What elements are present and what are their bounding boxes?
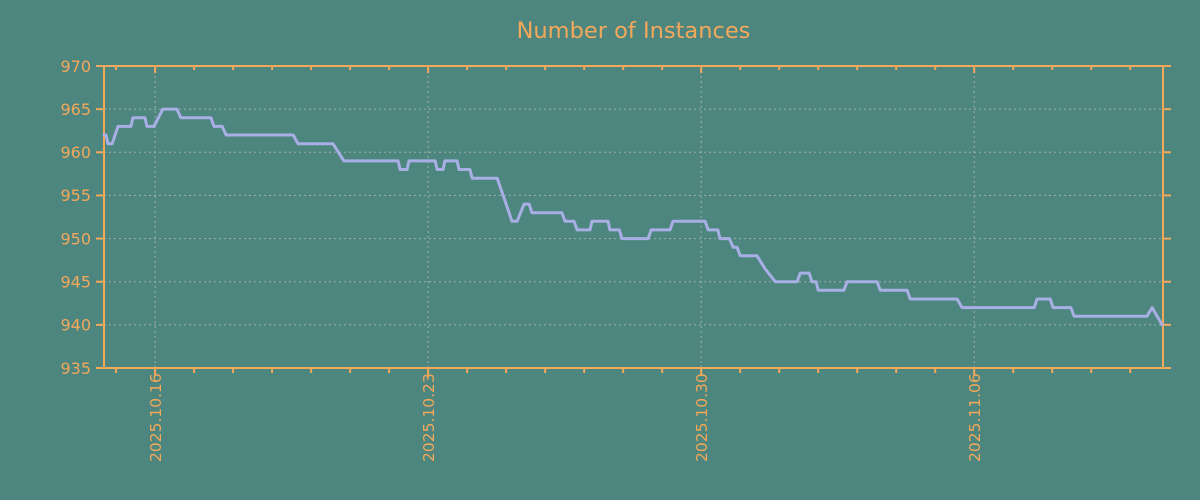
y-tick-label: 970 [60,57,91,76]
x-tick-label: 2025.11.06 [966,373,984,462]
y-tick-label: 965 [60,100,91,119]
chart-title: Number of Instances [517,18,751,44]
x-tick-label: 2025.10.23 [420,373,438,462]
y-tick-label: 935 [60,359,91,378]
x-tick-label: 2025.10.30 [693,373,711,462]
plot-area: 935 940 945 950 955 960 965 970 2025.10.16 2025.1… [60,57,1171,462]
plot-border [103,65,1164,369]
y-tick-label: 950 [60,229,91,248]
y-tick-label: 955 [60,186,91,205]
series-line [102,107,1164,327]
y-tick-label: 960 [60,143,91,162]
y-tick-label: 940 [60,316,91,335]
x-tick-label: 2025.10.16 [147,373,165,462]
y-tick-label: 945 [60,272,91,291]
